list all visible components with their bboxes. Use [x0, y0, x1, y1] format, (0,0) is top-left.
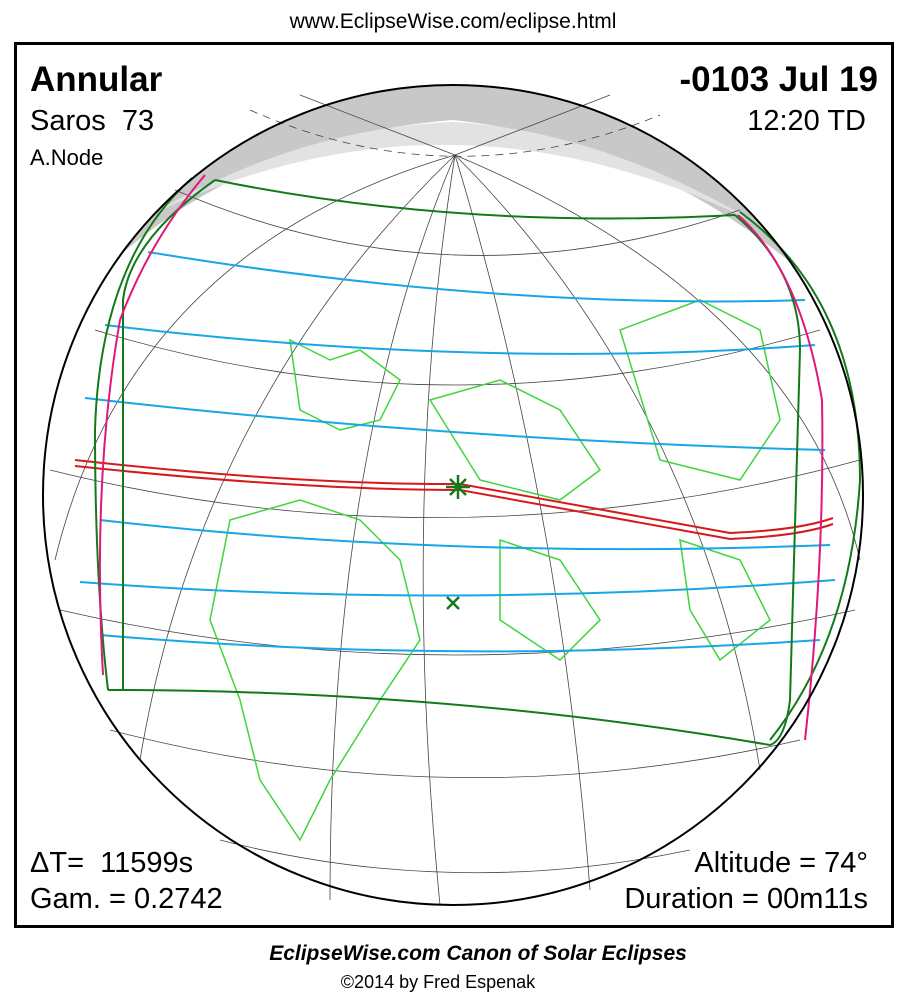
- eclipse-path-part: [79, 579, 836, 597]
- land-borders-part: [619, 299, 781, 481]
- duration: Duration = 00m11s: [624, 883, 868, 915]
- graticule-part: [422, 154, 456, 906]
- saros: Saros 73: [30, 105, 154, 137]
- globe: [43, 84, 863, 905]
- globe-outline: [42, 84, 864, 906]
- footer-credit: ©2014 by Fred Espenak: [341, 972, 536, 992]
- eclipse-path-part: [104, 324, 816, 355]
- land-borders-part: [289, 338, 401, 431]
- land-borders: [209, 299, 781, 842]
- land-borders-part: [209, 499, 421, 842]
- graticule-part: [454, 154, 861, 561]
- graticule-part: [219, 839, 691, 874]
- date: -0103 Jul 19: [680, 60, 878, 99]
- graticule-part: [454, 94, 611, 156]
- time: 12:20 TD: [747, 105, 866, 137]
- eclipse-path-part: [446, 475, 470, 499]
- graticule-part: [174, 189, 741, 256]
- land-borders-part: [499, 538, 601, 661]
- graticule-part: [109, 729, 801, 779]
- graticule-part: [59, 609, 856, 656]
- graticule-part: [49, 459, 861, 519]
- node: A.Node: [30, 145, 103, 170]
- graticule-part: [139, 154, 456, 761]
- eclipse-path-part: [737, 214, 824, 741]
- graticule-part: [54, 154, 456, 561]
- eclipse-path-part: [99, 519, 831, 551]
- eclipse-path-part: [107, 689, 771, 746]
- graticule-part: [249, 109, 661, 157]
- eclipse-path-part: [739, 211, 862, 741]
- eclipse-path: [74, 174, 862, 746]
- graticule-part: [454, 154, 761, 771]
- graticule-part: [94, 329, 821, 386]
- eclipse-path-part: [74, 465, 834, 541]
- altitude: Altitude = 74°: [694, 847, 868, 879]
- eclipse-path-part: [99, 634, 821, 653]
- globe-part: [150, 122, 760, 225]
- eclipse-type: Annular: [30, 60, 163, 99]
- land-borders-part: [428, 379, 602, 501]
- header-url: www.EclipseWise.com/eclipse.html: [289, 10, 617, 33]
- graticule-part: [454, 154, 591, 891]
- eclipse-path-part: [84, 397, 826, 451]
- graticule: [49, 94, 861, 906]
- eclipse-path-part: [98, 174, 206, 676]
- eclipse-path-part: [147, 251, 806, 303]
- gamma: Gam. = 0.2742: [30, 883, 223, 915]
- eclipse-path-part: [74, 459, 834, 535]
- delta-t: ΔT= 11599s: [30, 847, 193, 879]
- globe-part: [43, 85, 863, 905]
- footer-title: EclipseWise.com Canon of Solar Eclipses: [269, 942, 687, 965]
- land-borders-part: [679, 538, 771, 662]
- eclipse-path-part: [214, 179, 736, 220]
- eclipse-path-part: [446, 596, 460, 610]
- eclipse-path-part: [122, 179, 216, 690]
